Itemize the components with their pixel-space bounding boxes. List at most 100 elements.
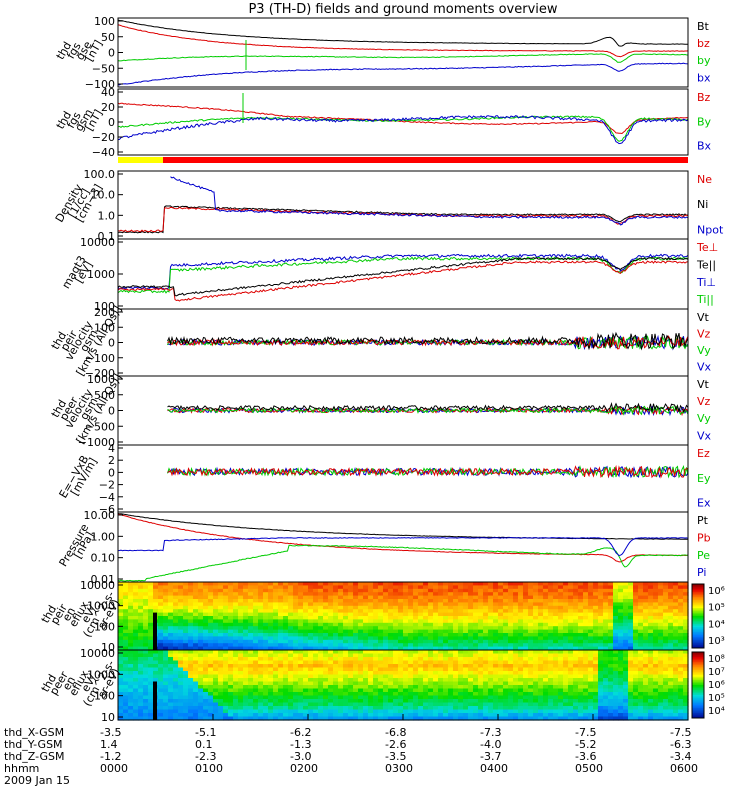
heatmap-cell [433, 626, 439, 631]
heatmap-cell [678, 716, 684, 721]
heatmap-cell [598, 609, 604, 614]
heatmap-cell [223, 713, 229, 718]
heatmap-cell [633, 667, 639, 672]
heatmap-cell [633, 699, 639, 704]
heatmap-cell [668, 619, 674, 624]
heatmap-cell [263, 609, 269, 614]
heatmap-cell [618, 619, 624, 624]
heatmap-cell [438, 599, 444, 603]
heatmap-cell [683, 681, 689, 686]
heatmap-cell [123, 592, 129, 597]
heatmap-cell [423, 646, 429, 651]
heatmap-cell [258, 657, 264, 662]
colorbar [691, 651, 705, 719]
heatmap-cell [508, 605, 514, 610]
heatmap-cell [123, 657, 129, 662]
heatmap-cell [203, 582, 209, 586]
heatmap-cell [678, 657, 684, 662]
heatmap-cell [488, 706, 494, 711]
heatmap-cell [623, 605, 629, 610]
heatmap-cell [158, 664, 164, 669]
heatmap-cell [258, 674, 264, 679]
heatmap-cell [123, 643, 129, 648]
heatmap-cell [173, 619, 179, 624]
heatmap-cell [228, 671, 234, 676]
heatmap-cell [408, 706, 414, 711]
heatmap-cell [368, 602, 374, 607]
heatmap-cell [228, 660, 234, 665]
legend-entry: bx [697, 71, 711, 84]
heatmap-cell [658, 616, 664, 620]
heatmap-cell [413, 582, 419, 586]
heatmap-cell [548, 678, 554, 683]
heatmap-cell [338, 702, 344, 707]
heatmap-cell [418, 585, 424, 590]
heatmap-cell [388, 695, 394, 700]
heatmap-cell [463, 702, 469, 707]
heatmap-cell [233, 636, 239, 641]
heatmap-cell [373, 674, 379, 679]
heatmap-cell [213, 664, 219, 669]
heatmap-cell [363, 653, 369, 658]
heatmap-cell [593, 595, 599, 600]
heatmap-cell [498, 616, 504, 620]
y-axis-label: en [60, 674, 78, 692]
heatmap-cell [648, 588, 654, 593]
heatmap-cell [433, 646, 439, 651]
heatmap-cell [328, 706, 334, 711]
heatmap-cell [528, 636, 534, 641]
x-axis-value: 0400 [480, 762, 508, 775]
heatmap-cell [273, 674, 279, 679]
heatmap-cell [268, 709, 274, 714]
colorbar-cell [692, 630, 704, 633]
heatmap-cell [493, 585, 499, 590]
heatmap-cell [243, 678, 249, 683]
heatmap-cell [188, 671, 194, 676]
heatmap-cell [503, 657, 509, 662]
heatmap-cell [233, 626, 239, 631]
heatmap-cell [193, 699, 199, 704]
heatmap-cell [563, 605, 569, 610]
heatmap-cell [363, 660, 369, 665]
heatmap-cell [343, 681, 349, 686]
heatmap-cell [508, 660, 514, 665]
heatmap-cell [598, 674, 604, 679]
heatmap-cell [373, 585, 379, 590]
heatmap-cell [198, 695, 204, 700]
heatmap-cell [173, 685, 179, 690]
y-tick-label: 200 [94, 306, 115, 319]
heatmap-cell [268, 667, 274, 672]
heatmap-cell [378, 685, 384, 690]
heatmap-cell [638, 619, 644, 624]
heatmap-cell [638, 692, 644, 697]
heatmap-cell [128, 626, 134, 631]
heatmap-cell [138, 709, 144, 714]
heatmap-cell [513, 685, 519, 690]
heatmap-cell [583, 664, 589, 669]
heatmap-cell [653, 595, 659, 600]
y-tick-label: 100 [94, 690, 115, 703]
heatmap-cell [593, 585, 599, 590]
heatmap-cell [563, 643, 569, 648]
heatmap-cell [543, 588, 549, 593]
heatmap-cell [438, 678, 444, 683]
heatmap-cell [223, 643, 229, 648]
heatmap-cell [318, 667, 324, 672]
heatmap-cell [618, 685, 624, 690]
heatmap-cell [348, 605, 354, 610]
heatmap-cell [508, 609, 514, 614]
heatmap-cell [468, 595, 474, 600]
heatmap-cell [253, 616, 259, 620]
heatmap-cell [588, 612, 594, 617]
heatmap-cell [483, 716, 489, 721]
x-axis-value: -1.2 [100, 750, 122, 763]
heatmap-cell [623, 622, 629, 627]
heatmap-cell [118, 688, 124, 693]
heatmap-cell [248, 667, 254, 672]
heatmap-cell [123, 695, 129, 700]
heatmap-cell [293, 639, 299, 644]
heatmap-cell [343, 646, 349, 651]
heatmap-cell [263, 664, 269, 669]
heatmap-cell [218, 639, 224, 644]
heatmap-cell [498, 639, 504, 644]
